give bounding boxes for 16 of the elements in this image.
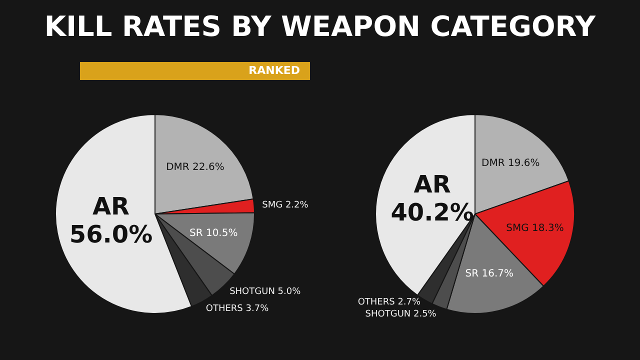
slice-label: AR bbox=[92, 192, 130, 221]
slice-label: SMG 18.3% bbox=[506, 222, 564, 234]
slice-label: OTHERS 2.7% bbox=[358, 298, 422, 308]
slice-label: SR 10.5% bbox=[189, 228, 238, 239]
data-label: 40.2% bbox=[390, 198, 474, 227]
slice-label: AR bbox=[414, 170, 451, 199]
slice-label: SMG 2.2% bbox=[262, 200, 309, 211]
slice-label: SHOTGUN 5.0% bbox=[230, 286, 302, 297]
slice-label: SR 16.7% bbox=[465, 268, 514, 280]
slice-label: DMR 22.6% bbox=[166, 162, 224, 173]
slice-label: OTHERS 3.7% bbox=[206, 304, 270, 314]
chart-title: KILL RATES BY WEAPON CATEGORY bbox=[43, 10, 597, 43]
slice-label: DMR 19.6% bbox=[482, 158, 540, 170]
chart-subtitle: RANKED bbox=[80, 62, 310, 80]
data-label: 56.0% bbox=[69, 220, 153, 249]
slice-label: SHOTGUN 2.5% bbox=[365, 310, 437, 320]
